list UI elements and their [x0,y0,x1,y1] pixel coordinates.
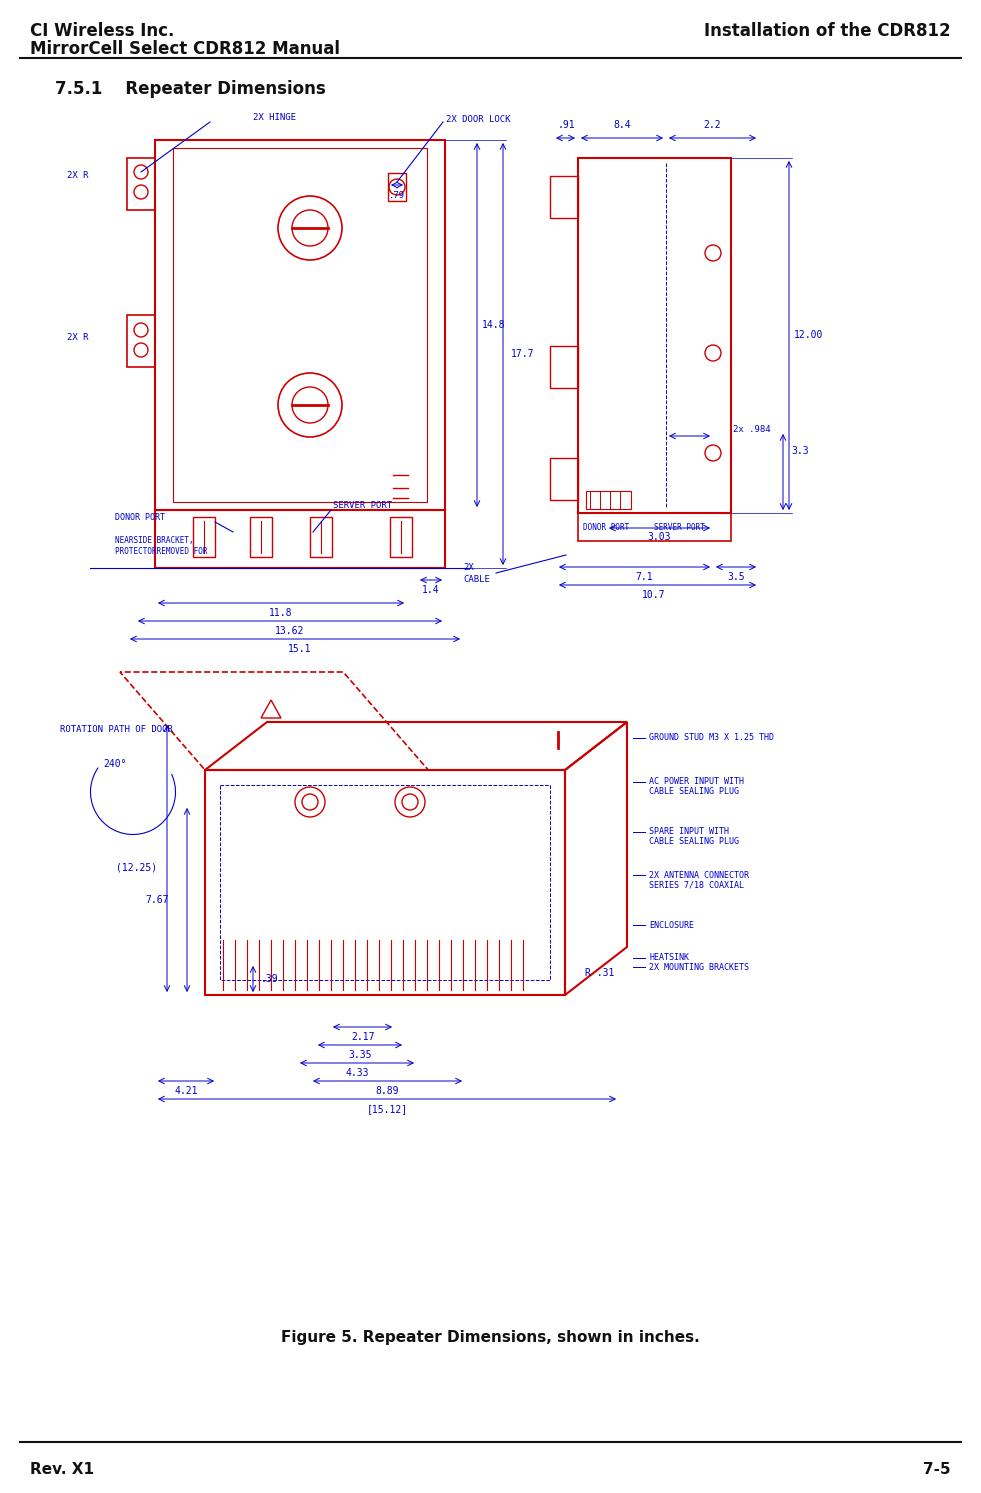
Text: DONOR PORT: DONOR PORT [115,514,165,523]
Bar [127,315,155,367]
Text: 7.5.1    Repeater Dimensions: 7.5.1 Repeater Dimensions [55,81,326,99]
Text: 7-5: 7-5 [923,1462,951,1477]
Text: (12.25): (12.25) [117,861,158,872]
Text: SERVER PORT: SERVER PORT [654,523,705,532]
Text: 4.21: 4.21 [175,1085,198,1096]
Text: .91: .91 [557,119,575,130]
Text: DONOR PORT: DONOR PORT [583,523,629,532]
Text: 2X ANTENNA CONNECTOR: 2X ANTENNA CONNECTOR [649,870,749,879]
Bar [578,514,731,540]
Text: 8.89: 8.89 [376,1085,398,1096]
Text: ENCLOSURE: ENCLOSURE [649,921,694,930]
Text: 3.3: 3.3 [791,446,808,455]
Text: 3.5: 3.5 [727,572,745,582]
Text: PROTECTORREMOVED FOR: PROTECTORREMOVED FOR [115,548,208,557]
Bar [578,158,731,514]
Text: 2.2: 2.2 [703,119,721,130]
Text: 2X MOUNTING BRACKETS: 2X MOUNTING BRACKETS [649,963,749,972]
Text: .79: .79 [388,191,405,200]
Text: R .31: R .31 [585,967,614,978]
Text: HEATSINK: HEATSINK [649,954,689,963]
Text: 7.1: 7.1 [635,572,652,582]
Text: Rev. X1: Rev. X1 [30,1462,94,1477]
Text: 13.62: 13.62 [276,626,305,636]
Text: 7.67: 7.67 [145,894,169,905]
Text: .39: .39 [261,973,279,984]
Text: 240°: 240° [103,758,127,769]
Text: CABLE: CABLE [463,575,490,584]
Bar [550,346,578,388]
Text: 1.4: 1.4 [422,585,439,596]
Bar [205,770,565,994]
Text: 12.00: 12.00 [794,330,823,340]
Text: CABLE SEALING PLUG: CABLE SEALING PLUG [649,787,739,796]
Bar [155,140,445,511]
Text: 2X: 2X [463,563,474,572]
Bar [550,458,578,500]
Bar [127,158,155,211]
Text: SERIES 7/18 COAXIAL: SERIES 7/18 COAXIAL [649,881,744,890]
Bar [388,173,406,202]
Text: 15.1: 15.1 [288,643,312,654]
Text: [15.12]: [15.12] [367,1103,407,1114]
Text: NEARSIDE BRACKET,: NEARSIDE BRACKET, [115,536,193,545]
Text: 4.33: 4.33 [345,1067,369,1078]
Text: GROUND STUD M3 X 1.25 THD: GROUND STUD M3 X 1.25 THD [649,733,774,742]
Bar [220,785,550,979]
Text: ROTATION PATH OF DOOR: ROTATION PATH OF DOOR [60,726,173,735]
Bar [155,511,445,567]
Text: CABLE SEALING PLUG: CABLE SEALING PLUG [649,838,739,847]
Text: 2x .984: 2x .984 [733,424,771,433]
Text: 3.03: 3.03 [647,532,671,542]
Bar [250,517,272,557]
Text: 14.8: 14.8 [482,320,505,330]
Text: 2X HINGE: 2X HINGE [253,113,296,122]
Bar [173,148,427,502]
Text: CI Wireless Inc.: CI Wireless Inc. [30,22,175,40]
Text: 11.8: 11.8 [269,608,292,618]
Text: SPARE INPUT WITH: SPARE INPUT WITH [649,827,729,836]
Bar [193,517,215,557]
Text: AC POWER INPUT WITH: AC POWER INPUT WITH [649,778,744,787]
Bar [586,491,631,509]
Text: 2X DOOR LOCK: 2X DOOR LOCK [446,115,510,124]
Text: 2X R: 2X R [67,172,88,181]
Text: 2X R: 2X R [67,333,88,342]
Text: Figure 5. Repeater Dimensions, shown in inches.: Figure 5. Repeater Dimensions, shown in … [281,1330,699,1345]
Text: SERVER PORT: SERVER PORT [333,502,392,511]
Text: 2.17: 2.17 [351,1032,375,1042]
Text: MirrorCell Select CDR812 Manual: MirrorCell Select CDR812 Manual [30,40,340,58]
Bar [550,176,578,218]
Text: 10.7: 10.7 [643,590,666,600]
Text: Installation of the CDR812: Installation of the CDR812 [704,22,951,40]
Text: 17.7: 17.7 [511,349,535,358]
Bar [310,517,332,557]
Text: 8.4: 8.4 [613,119,631,130]
Bar [390,517,412,557]
Text: 3.35: 3.35 [348,1050,372,1060]
